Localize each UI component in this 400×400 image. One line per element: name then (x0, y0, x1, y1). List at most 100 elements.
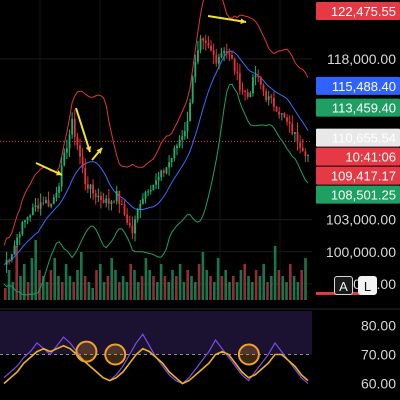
price-tag-label: 109,417.17 (331, 169, 396, 184)
candle (105, 198, 108, 203)
volume-bar (49, 270, 53, 300)
osc-axis-tick-label: 60.00 (361, 376, 396, 392)
price-tag-background (316, 98, 400, 117)
annotation-arrowhead (96, 148, 102, 154)
candle (52, 197, 55, 205)
price-tags: 122,475.55 115,488.40 113,459.40 110,655.54… (316, 1, 400, 295)
candle (26, 217, 29, 221)
y-axis-tick-label: 103,000.00 (326, 212, 396, 228)
candle (165, 167, 168, 174)
candle (223, 50, 226, 54)
price-tag-background (316, 128, 400, 147)
volume-bar (76, 270, 79, 300)
volume-bar (213, 282, 216, 300)
price-tag-label: 115,488.40 (332, 79, 396, 94)
candle (228, 53, 231, 55)
candle (155, 180, 157, 185)
candle (139, 203, 142, 210)
volume-bar (45, 282, 49, 300)
candle (86, 184, 89, 189)
candle (202, 38, 205, 41)
candle (199, 38, 202, 51)
candle (24, 220, 26, 223)
candle (178, 139, 181, 146)
y-axis-tick-label: 100,000.00 (326, 244, 396, 260)
highlight-circle (75, 340, 98, 363)
price-tag-background (316, 166, 400, 185)
price-tag-label: 10:41:06 (345, 150, 396, 165)
volume-bar (106, 276, 110, 300)
volume-bar (152, 276, 155, 300)
y-axis-tick-label: 118,000.00 (327, 51, 396, 67)
candle (304, 151, 307, 156)
candle (212, 50, 215, 55)
candle (257, 75, 260, 77)
candle (293, 132, 296, 134)
candle (136, 209, 139, 220)
candle (34, 205, 37, 208)
candle (267, 96, 270, 101)
volume-bar (4, 288, 7, 300)
candle (162, 170, 165, 174)
volume-bar (156, 282, 159, 300)
candle (84, 167, 87, 185)
candle (288, 121, 291, 124)
candle (168, 162, 171, 168)
candle (183, 131, 186, 137)
volume-bar (190, 276, 193, 300)
chart-grid (0, 0, 312, 300)
volume-bar (258, 276, 262, 300)
bollinger-upper-line (3, 0, 309, 246)
candle (47, 200, 50, 207)
candle (149, 190, 152, 192)
candle (170, 158, 173, 163)
volume-bar (53, 258, 56, 300)
candle (152, 184, 155, 191)
bollinger-bands (3, 0, 309, 296)
candle (259, 76, 262, 85)
candle (102, 199, 105, 203)
candle (100, 195, 102, 200)
volume-bar (292, 276, 296, 300)
volume-bar (15, 246, 18, 300)
candle (31, 207, 34, 216)
candle (283, 113, 286, 118)
volume-bar (239, 270, 243, 300)
candle (29, 215, 32, 218)
candle (45, 200, 47, 203)
candle (278, 111, 281, 115)
candle (160, 170, 163, 178)
log-scale-button[interactable]: L (358, 276, 377, 295)
highlight-circle (237, 343, 260, 366)
volume-bar (304, 258, 307, 300)
volume-bar (224, 270, 227, 300)
candle (280, 113, 283, 115)
candle (141, 198, 144, 204)
volume-bar (72, 282, 75, 300)
candle (197, 50, 199, 62)
auto-scale-button[interactable]: A (334, 276, 353, 295)
price-tag-background (316, 147, 400, 166)
volume-bar (148, 270, 151, 300)
candle (65, 148, 68, 153)
volume-bar (11, 282, 15, 300)
candle (236, 71, 239, 74)
candle (115, 190, 118, 202)
osc-axis-tick-label: 70.00 (361, 347, 396, 363)
candle (144, 192, 147, 199)
candle (291, 123, 294, 134)
candle (307, 154, 309, 156)
candle (94, 193, 97, 198)
candle (189, 102, 191, 121)
volume-bar (163, 276, 167, 300)
candle (37, 205, 39, 209)
candle (18, 234, 21, 238)
volume-bar (129, 264, 132, 300)
candle (301, 147, 304, 152)
volume-bar (118, 282, 121, 300)
volume-bar (228, 282, 231, 300)
volume-bar (285, 282, 288, 300)
candle (58, 186, 60, 193)
candle (220, 53, 223, 58)
